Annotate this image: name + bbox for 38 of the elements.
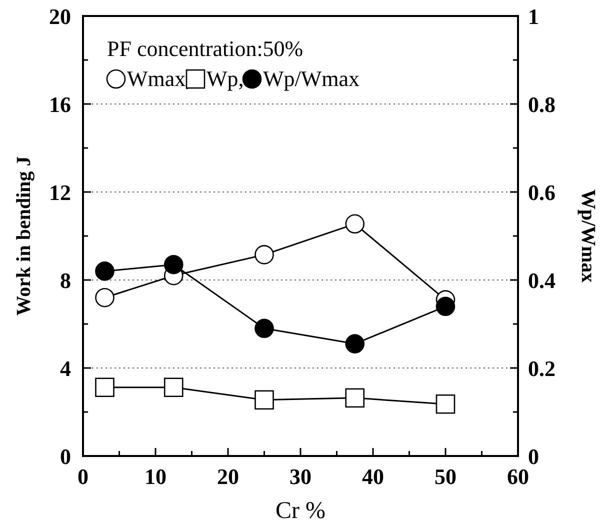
x-tick-label: 50 (434, 464, 456, 489)
point (164, 378, 184, 398)
point (95, 288, 114, 308)
point (254, 245, 274, 264)
y2-tick-label: 0.4 (528, 268, 556, 293)
x-tick-label: 20 (217, 464, 239, 489)
y-axis-title: Work in bending J (13, 156, 35, 316)
y2-tick-label: 1 (528, 4, 539, 29)
y-tick-label: 4 (60, 356, 71, 381)
y2-axis-title: Wp/Wmax (577, 189, 599, 283)
y2-tick-label: 0.8 (528, 92, 556, 117)
point (345, 214, 365, 234)
point (95, 262, 114, 281)
y-tick-label: 8 (60, 268, 71, 293)
legend-label: Wp/Wmax (263, 66, 360, 91)
y-tick-label: 12 (49, 180, 71, 205)
x-tick-label: 0 (78, 464, 88, 489)
y2-tick-label: 0.6 (528, 180, 556, 205)
point (345, 334, 365, 354)
y-tick-label: 16 (49, 92, 71, 117)
x-axis-title: Cr % (276, 498, 326, 524)
x-tick-label: 40 (362, 464, 384, 489)
point (436, 394, 456, 414)
annotation: PF concentration:50% (107, 36, 304, 61)
point (164, 254, 184, 274)
x-tick-label: 10 (144, 464, 166, 489)
y2-tick-label: 0.2 (528, 356, 556, 381)
point (254, 390, 274, 410)
point (95, 378, 114, 398)
x-tick-label: 60 (507, 464, 529, 489)
y-tick-label: 0 (60, 444, 71, 469)
legend-label: Wp, (206, 66, 244, 91)
y-tick-label: 20 (49, 4, 71, 29)
x-tick-label: 30 (290, 464, 312, 489)
point (436, 296, 456, 316)
point (254, 318, 274, 338)
point (345, 388, 365, 408)
y2-tick-label: 0 (528, 444, 539, 469)
